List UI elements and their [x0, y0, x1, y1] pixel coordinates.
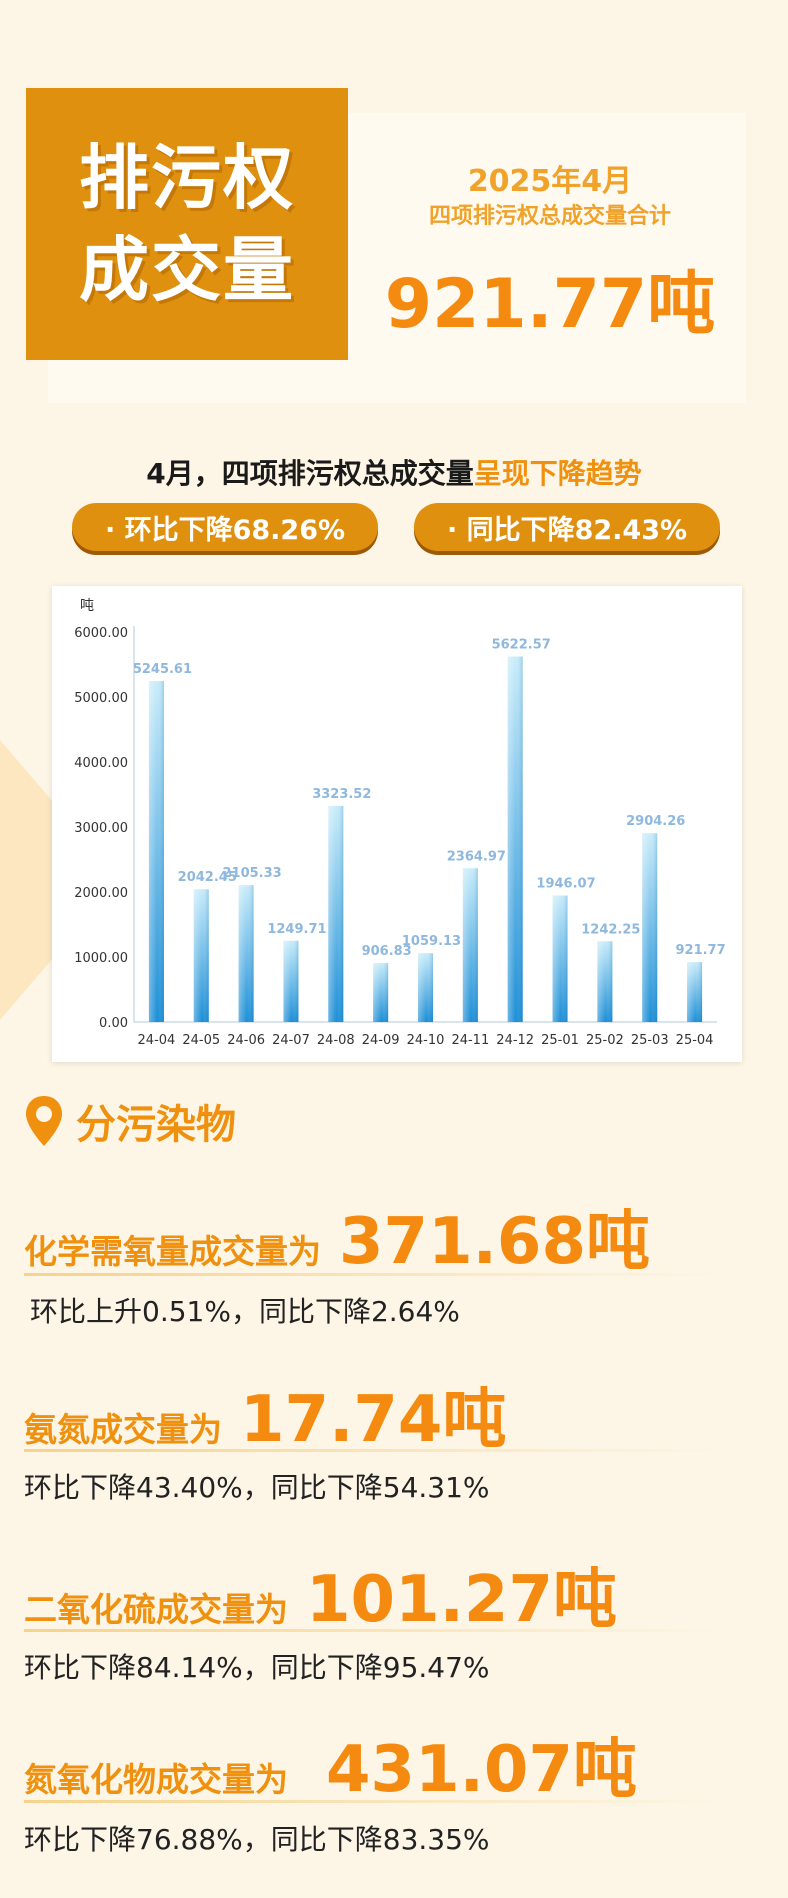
so2-value: 101.27吨 [306, 1563, 617, 1637]
nox-title: 氮氧化物成交量为 431.07吨 [24, 1718, 637, 1810]
nox-underline [24, 1800, 724, 1803]
ammonia-change-note: 环比下降43.40%，同比下降54.31% [24, 1471, 490, 1504]
y-tick-label: 3000.00 [74, 821, 128, 836]
hero-title-line2-front: 成交量 [79, 229, 295, 311]
data-label: 2105.33 [223, 866, 282, 881]
data-label: 2042.45 [178, 870, 237, 885]
data-label: 906.83 [362, 944, 412, 959]
so2-title: 二氧化硫成交量为 101.27吨 [24, 1548, 617, 1640]
data-label: 5245.61 [133, 662, 192, 677]
summary-subtitle: 四项排污权总成交量合计 [428, 204, 671, 229]
hero-title-block-front: 排污权 成交量 [26, 88, 348, 360]
location-pin-icon [26, 1096, 62, 1146]
hero-title-line1-front: 排污权 [79, 137, 295, 219]
ammonia-underline [24, 1449, 724, 1452]
trend-prefix: 4月，四项排污权总成交量 [146, 457, 474, 490]
ammonia-title: 氨氮成交量为 17.74吨 [24, 1368, 506, 1460]
data-label: 5622.57 [492, 638, 551, 653]
data-label: 1946.07 [536, 877, 595, 892]
cod-label: 化学需氧量成交量为 [24, 1232, 321, 1271]
y-tick-label: 0.00 [99, 1016, 128, 1031]
trend-sentence: 4月，四项排污权总成交量呈现下降趋势 [0, 452, 788, 492]
x-tick-label: 24-07 [272, 1033, 310, 1048]
x-tick-label: 24-09 [362, 1033, 400, 1048]
bar-shading [418, 953, 433, 1022]
y-tick-label: 5000.00 [74, 691, 128, 706]
bar-shading [507, 656, 523, 1022]
section-title: 分污染物 [76, 1102, 236, 1148]
bar-shading [687, 962, 703, 1022]
yoy-change-badge: · 同比下降82.43% [414, 503, 720, 551]
bar-chart: 吨 0.00 1000.00 2000.00 3000.00 4000.00 5000.0… [74, 598, 725, 1048]
bar-shading [328, 805, 344, 1022]
bar-shading [193, 889, 209, 1022]
bar-shading [283, 940, 299, 1022]
y-tick-label: 1000.00 [74, 951, 128, 966]
data-label: 1059.13 [402, 934, 461, 949]
bar-shading [642, 833, 658, 1022]
so2-change-note: 环比下降84.14%，同比下降95.47% [24, 1651, 490, 1684]
x-tick-label: 25-03 [631, 1033, 669, 1048]
mom-change-badge: · 环比下降68.26% [72, 503, 378, 551]
data-label: 921.77 [675, 943, 725, 958]
x-tick-label: 24-05 [182, 1033, 220, 1048]
x-tick-label: 24-12 [496, 1033, 534, 1048]
cod-value: 371.68吨 [339, 1205, 650, 1279]
x-tick-label: 24-04 [138, 1033, 176, 1048]
bar-shading [552, 895, 568, 1022]
data-label: 1242.25 [581, 922, 640, 937]
nox-change-note: 环比下降76.88%，同比下降83.35% [24, 1823, 490, 1856]
nox-value: 431.07吨 [326, 1733, 637, 1807]
data-label: 3323.52 [312, 787, 371, 802]
data-label: 1249.71 [267, 922, 326, 937]
x-tick-label: 25-02 [586, 1033, 624, 1048]
bar-shading [238, 885, 254, 1022]
y-tick-label: 6000.00 [74, 626, 128, 641]
x-tick-label: 25-01 [541, 1033, 579, 1048]
data-label: 2904.26 [626, 814, 685, 829]
bar-shading [148, 681, 164, 1022]
ammonia-label: 氨氮成交量为 [24, 1410, 222, 1449]
data-label: 2364.97 [447, 849, 506, 864]
so2-underline [24, 1629, 724, 1632]
x-tick-label: 24-11 [451, 1033, 489, 1048]
cod-underline [24, 1273, 724, 1276]
x-tick-label: 24-10 [407, 1033, 445, 1048]
y-axis-unit: 吨 [80, 598, 94, 614]
summary-date: 2025年4月 [467, 164, 633, 199]
bar-shading [373, 963, 389, 1022]
x-tick-label: 24-08 [317, 1033, 355, 1048]
cod-change-note: 环比上升0.51%，同比下降2.64% [30, 1295, 460, 1328]
summary-total: 921.77吨 [384, 265, 716, 344]
so2-label: 二氧化硫成交量为 [24, 1590, 288, 1629]
bar-shading [462, 868, 478, 1022]
section-header: 分污染物 [24, 1093, 236, 1149]
cod-title: 化学需氧量成交量为 371.68吨 [24, 1190, 650, 1282]
background-decoration [0, 740, 60, 1020]
bar-shading [597, 941, 613, 1022]
x-tick-label: 25-04 [676, 1033, 714, 1048]
trend-highlight: 呈现下降趋势 [473, 457, 642, 490]
ammonia-value: 17.74吨 [240, 1383, 507, 1457]
x-tick-label: 24-06 [227, 1033, 265, 1048]
chart-card: 吨 0.00 1000.00 2000.00 3000.00 4000.00 5000.0… [52, 586, 742, 1062]
y-tick-label: 2000.00 [74, 886, 128, 901]
nox-label: 氮氧化物成交量为 [24, 1760, 288, 1799]
y-tick-label: 4000.00 [74, 756, 128, 771]
